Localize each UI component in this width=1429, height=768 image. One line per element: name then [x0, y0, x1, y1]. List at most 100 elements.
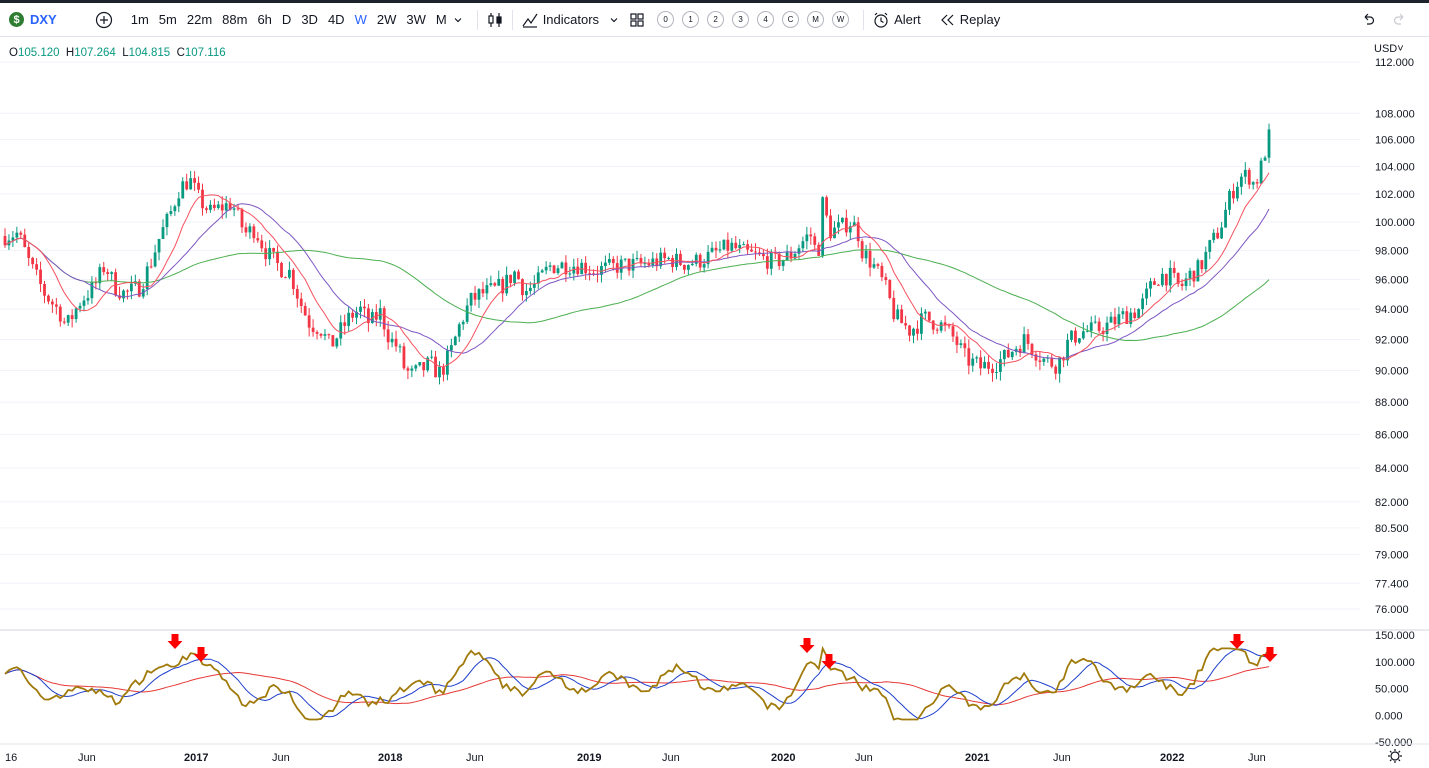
candle-body [319, 333, 323, 336]
candle-body [1251, 182, 1255, 185]
candle-body [1062, 357, 1065, 361]
close-value: 107.116 [184, 47, 226, 59]
candle-body [916, 328, 919, 334]
layout-slot-c[interactable]: C [782, 11, 800, 28]
interval-w[interactable]: W [354, 12, 367, 27]
candle-body [82, 300, 86, 306]
alert-clock-icon [872, 11, 890, 29]
candle-body [1168, 267, 1172, 286]
interval-d[interactable]: D [281, 12, 292, 27]
candle-body [331, 335, 335, 347]
layout-button[interactable] [629, 3, 645, 36]
candle-body [497, 278, 501, 286]
candle-body [951, 326, 955, 337]
redo-button[interactable] [1392, 3, 1408, 36]
chevron-down-icon: ˅ [1397, 43, 1404, 55]
candle-body [351, 312, 354, 318]
candle-body [276, 251, 279, 263]
layout-slot-m[interactable]: M [807, 11, 825, 28]
candle-body [1263, 157, 1267, 161]
candle-body [742, 244, 746, 246]
candle-body [161, 227, 165, 239]
interval-2w[interactable]: 2W [376, 12, 397, 27]
symbol-search[interactable]: $ DXY [0, 3, 57, 36]
time-tick-label: 2021 [965, 752, 989, 764]
replay-button[interactable]: Replay [939, 3, 1000, 36]
candle-body [1038, 360, 1042, 362]
candle-body [1054, 366, 1058, 374]
interval-6h[interactable]: 6h [257, 12, 272, 27]
interval-3w[interactable]: 3W [406, 12, 426, 27]
interval-88m[interactable]: 88m [222, 12, 248, 27]
osc-tick-label: 50.000 [1375, 684, 1409, 696]
candle-body [631, 258, 635, 271]
layout-slot-w[interactable]: W [832, 11, 850, 28]
oscillator-axis[interactable]: 150.000 100.000 50.000 0.000 -50.000 [1375, 630, 1415, 749]
candle-body [639, 257, 643, 264]
candle-body [173, 206, 177, 212]
candle-body [991, 368, 994, 373]
candle-body [971, 358, 975, 366]
candle-body [1180, 283, 1184, 287]
candle-body [398, 346, 402, 348]
candle-body [647, 263, 651, 266]
low-label: L [122, 47, 129, 59]
candle-body [94, 281, 98, 284]
interval-m[interactable]: M [435, 12, 447, 27]
price-axis[interactable]: 112.000 108.000 106.000 104.000 102.000 100.0… [1375, 57, 1415, 616]
down-arrow-marker [167, 634, 183, 649]
chart-type-button[interactable] [486, 3, 504, 36]
interval-4d[interactable]: 4D [327, 12, 345, 27]
symbol-name[interactable]: DXY [30, 12, 57, 27]
alert-button[interactable]: Alert [872, 3, 921, 36]
candle-body [248, 226, 252, 233]
layout-slot-0[interactable]: 0 [657, 11, 675, 28]
compare-button[interactable] [95, 3, 113, 36]
currency-selector[interactable]: USD˅ [1374, 43, 1404, 55]
candle-body [386, 329, 390, 343]
ma-slow-line [4, 237, 1270, 342]
candle-body [1145, 288, 1148, 299]
candle-body [726, 239, 730, 251]
candle-body [197, 182, 200, 190]
candle-body [833, 227, 836, 239]
candle-body [588, 273, 591, 275]
interval-dropdown[interactable] [453, 3, 463, 36]
candle-body [920, 313, 923, 334]
candle-body [165, 213, 169, 228]
candle-body [1232, 190, 1235, 199]
candle-body [19, 232, 23, 235]
layout-slot-1[interactable]: 1 [682, 11, 700, 28]
osc-signal-line [4, 648, 1270, 720]
price-tick-label: 92.000 [1375, 334, 1409, 346]
settings-icon[interactable] [1388, 749, 1402, 763]
candle-body [1188, 270, 1192, 279]
candle-body [611, 258, 615, 264]
signal-arrows [167, 634, 1278, 669]
interval-22m[interactable]: 22m [186, 12, 213, 27]
layout-slot-4[interactable]: 4 [757, 11, 775, 28]
candle-body [584, 262, 588, 274]
layout-slot-2[interactable]: 2 [707, 11, 725, 28]
candle-body [1113, 316, 1117, 325]
interval-3d[interactable]: 3D [301, 12, 318, 27]
candle-body [1109, 316, 1113, 323]
candle-body [110, 272, 114, 274]
interval-1m[interactable]: 1m [130, 12, 149, 27]
candle-body [552, 265, 556, 274]
candle-body [722, 239, 726, 250]
time-axis[interactable]: 16 Jun 2017 Jun 2018 Jun 2019 Jun 2020 Jun 2021 Jun… [5, 752, 1266, 764]
candle-body [106, 272, 110, 274]
candle-body [667, 257, 670, 259]
indicators-button[interactable]: Indicators [521, 3, 619, 36]
candle-body [607, 258, 611, 263]
layout-slot-3[interactable]: 3 [732, 11, 750, 28]
candle-body [1089, 322, 1093, 331]
candle-body [900, 309, 904, 324]
candle-body [90, 281, 94, 299]
candle-body [663, 252, 667, 259]
undo-button[interactable] [1360, 3, 1376, 36]
time-tick-label: Jun [466, 752, 484, 764]
interval-5m[interactable]: 5m [158, 12, 177, 27]
